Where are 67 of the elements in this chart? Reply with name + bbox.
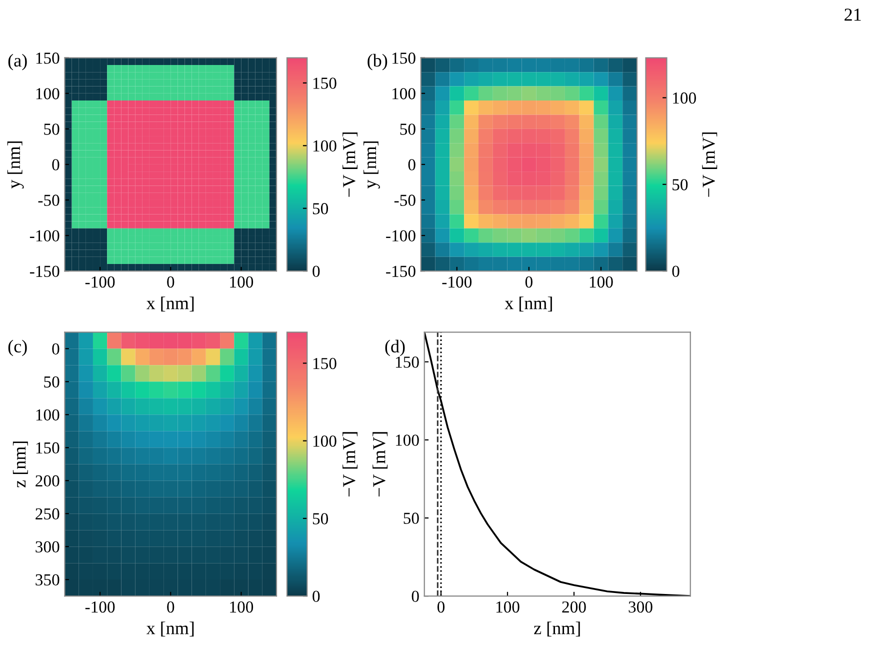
x-tick-label: 100 [230, 601, 254, 613]
y-tick-label: 0 [412, 590, 419, 602]
chart-title: (c) [8, 340, 27, 356]
color-bar-title: −V [mV] [342, 132, 358, 197]
y-axis-title: y [nm] [7, 141, 24, 189]
y-tick-label: -150 [386, 266, 416, 277]
y-tick-label: -100 [30, 230, 60, 242]
color-bar-label: 50 [672, 179, 688, 190]
color-bar-label: 0 [672, 266, 680, 277]
y-tick-label: 0 [52, 343, 60, 355]
color-bar-label: 50 [312, 203, 328, 214]
x-axis-title: x [nm] [146, 622, 194, 637]
x-tick-label: -100 [442, 276, 472, 288]
y-axis-title: y [nm] [363, 141, 380, 189]
y-tick-label: 150 [396, 356, 419, 368]
x-tick-label: 100 [496, 601, 520, 613]
line-series [424, 332, 690, 596]
y-axis-title: z [nm] [12, 442, 28, 488]
x-tick-label: 100 [590, 276, 613, 288]
y-tick-label: 150 [392, 52, 416, 64]
y-axis-title: −V [mV] [372, 432, 388, 496]
y-tick-label: 50 [44, 376, 60, 388]
color-bar-label: 50 [312, 513, 328, 524]
color-bar-title: −V [mV] [342, 432, 358, 496]
y-tick-label: 50 [404, 512, 419, 524]
y-tick-label: 150 [36, 52, 60, 64]
color-bar-label: 100 [313, 436, 336, 447]
color-bar-title: −V [mV] [702, 132, 718, 197]
chart-title: (d) [385, 340, 405, 356]
x-tick-label: 0 [525, 276, 532, 288]
color-bar-label: 150 [313, 358, 336, 370]
y-tick-label: -50 [394, 194, 416, 206]
color-bar-label: 100 [313, 140, 336, 152]
x-tick-label: 0 [167, 276, 174, 288]
x-axis-title: z [nm] [534, 622, 580, 637]
y-tick-label: -100 [386, 230, 416, 242]
color-bar-label: 150 [313, 78, 336, 89]
y-tick-label: 0 [408, 159, 416, 170]
x-tick-label: 200 [562, 601, 586, 613]
x-axis-title: x [nm] [146, 296, 194, 312]
y-tick-label: 350 [36, 574, 60, 586]
x-tick-label: 0 [167, 601, 174, 613]
y-tick-label: 0 [52, 159, 60, 170]
color-bar-label: 100 [673, 92, 696, 104]
x-tick-label: 100 [230, 276, 254, 288]
x-tick-label: -100 [85, 276, 115, 288]
color-bar-label: 0 [312, 590, 320, 602]
y-tick-label: 100 [392, 88, 416, 100]
y-tick-label: 50 [400, 124, 416, 135]
y-tick-label: 200 [36, 475, 60, 487]
y-tick-label: 150 [36, 442, 60, 454]
y-tick-label: 50 [44, 124, 60, 135]
chart-title: (b) [368, 54, 388, 70]
y-tick-label: 300 [36, 541, 60, 553]
text: 21 [844, 8, 861, 21]
y-tick-label: -150 [30, 266, 60, 277]
chart-title: (a) [8, 54, 27, 70]
y-tick-label: -50 [38, 194, 60, 206]
x-tick-label: 300 [628, 601, 652, 613]
y-tick-label: 100 [36, 88, 60, 100]
x-tick-label: -100 [85, 601, 115, 613]
color-bar-label: 0 [312, 266, 320, 277]
x-axis-title: x [nm] [504, 296, 552, 312]
x-tick-label: 0 [437, 601, 445, 613]
y-tick-label: 250 [36, 508, 60, 520]
y-tick-label: 100 [36, 409, 60, 421]
y-tick-label: 100 [396, 434, 419, 446]
